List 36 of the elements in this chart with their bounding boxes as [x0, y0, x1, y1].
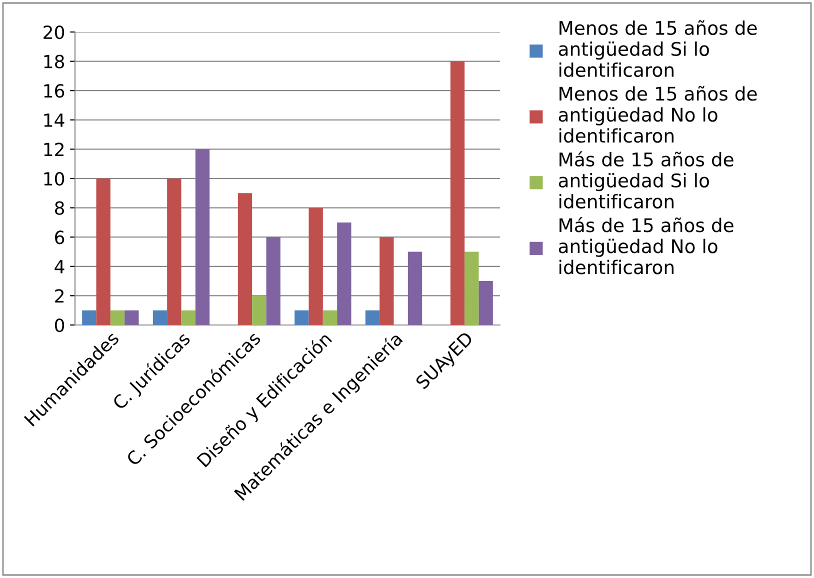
y-tick-label: 8	[55, 201, 64, 215]
bar	[82, 310, 96, 325]
bar	[322, 310, 338, 325]
bar	[464, 252, 479, 325]
y-tick-label: 10	[44, 172, 64, 186]
bar	[380, 237, 394, 325]
legend-label: Menos de 15 años de antigüedad No lo identificaron	[558, 86, 757, 143]
bar	[252, 296, 266, 325]
bar	[96, 178, 110, 325]
bar	[238, 193, 252, 325]
legend-label: Menos de 15 años de antigüedad Si lo identificaron	[558, 20, 757, 77]
bar	[195, 149, 210, 325]
bar	[124, 310, 139, 325]
bar	[308, 208, 323, 325]
y-tick-label: 18	[44, 54, 64, 68]
bar	[450, 61, 465, 325]
bar	[365, 310, 380, 325]
bar	[478, 281, 493, 325]
bar	[110, 310, 125, 325]
y-tick-label: 0	[54, 318, 64, 332]
bar	[152, 310, 168, 325]
y-tick-label: 14	[44, 114, 64, 127]
bar	[294, 310, 309, 325]
bar	[337, 222, 352, 325]
y-tick-label: 6	[55, 230, 64, 244]
bar	[266, 237, 280, 325]
bar	[181, 310, 196, 325]
y-tick-label: 2	[55, 289, 64, 303]
bar	[408, 252, 422, 325]
bar	[167, 178, 182, 325]
y-tick-label: 12	[44, 142, 64, 156]
legend-label: Más de 15 años de antigüedad Si lo identificaron	[558, 151, 734, 209]
y-tick-label: 20	[44, 25, 64, 40]
legend-label: Más de 15 años de antigüedad No lo identificaron	[558, 217, 734, 274]
y-tick-label: 16	[44, 84, 64, 98]
y-tick-label: 4	[54, 260, 64, 274]
